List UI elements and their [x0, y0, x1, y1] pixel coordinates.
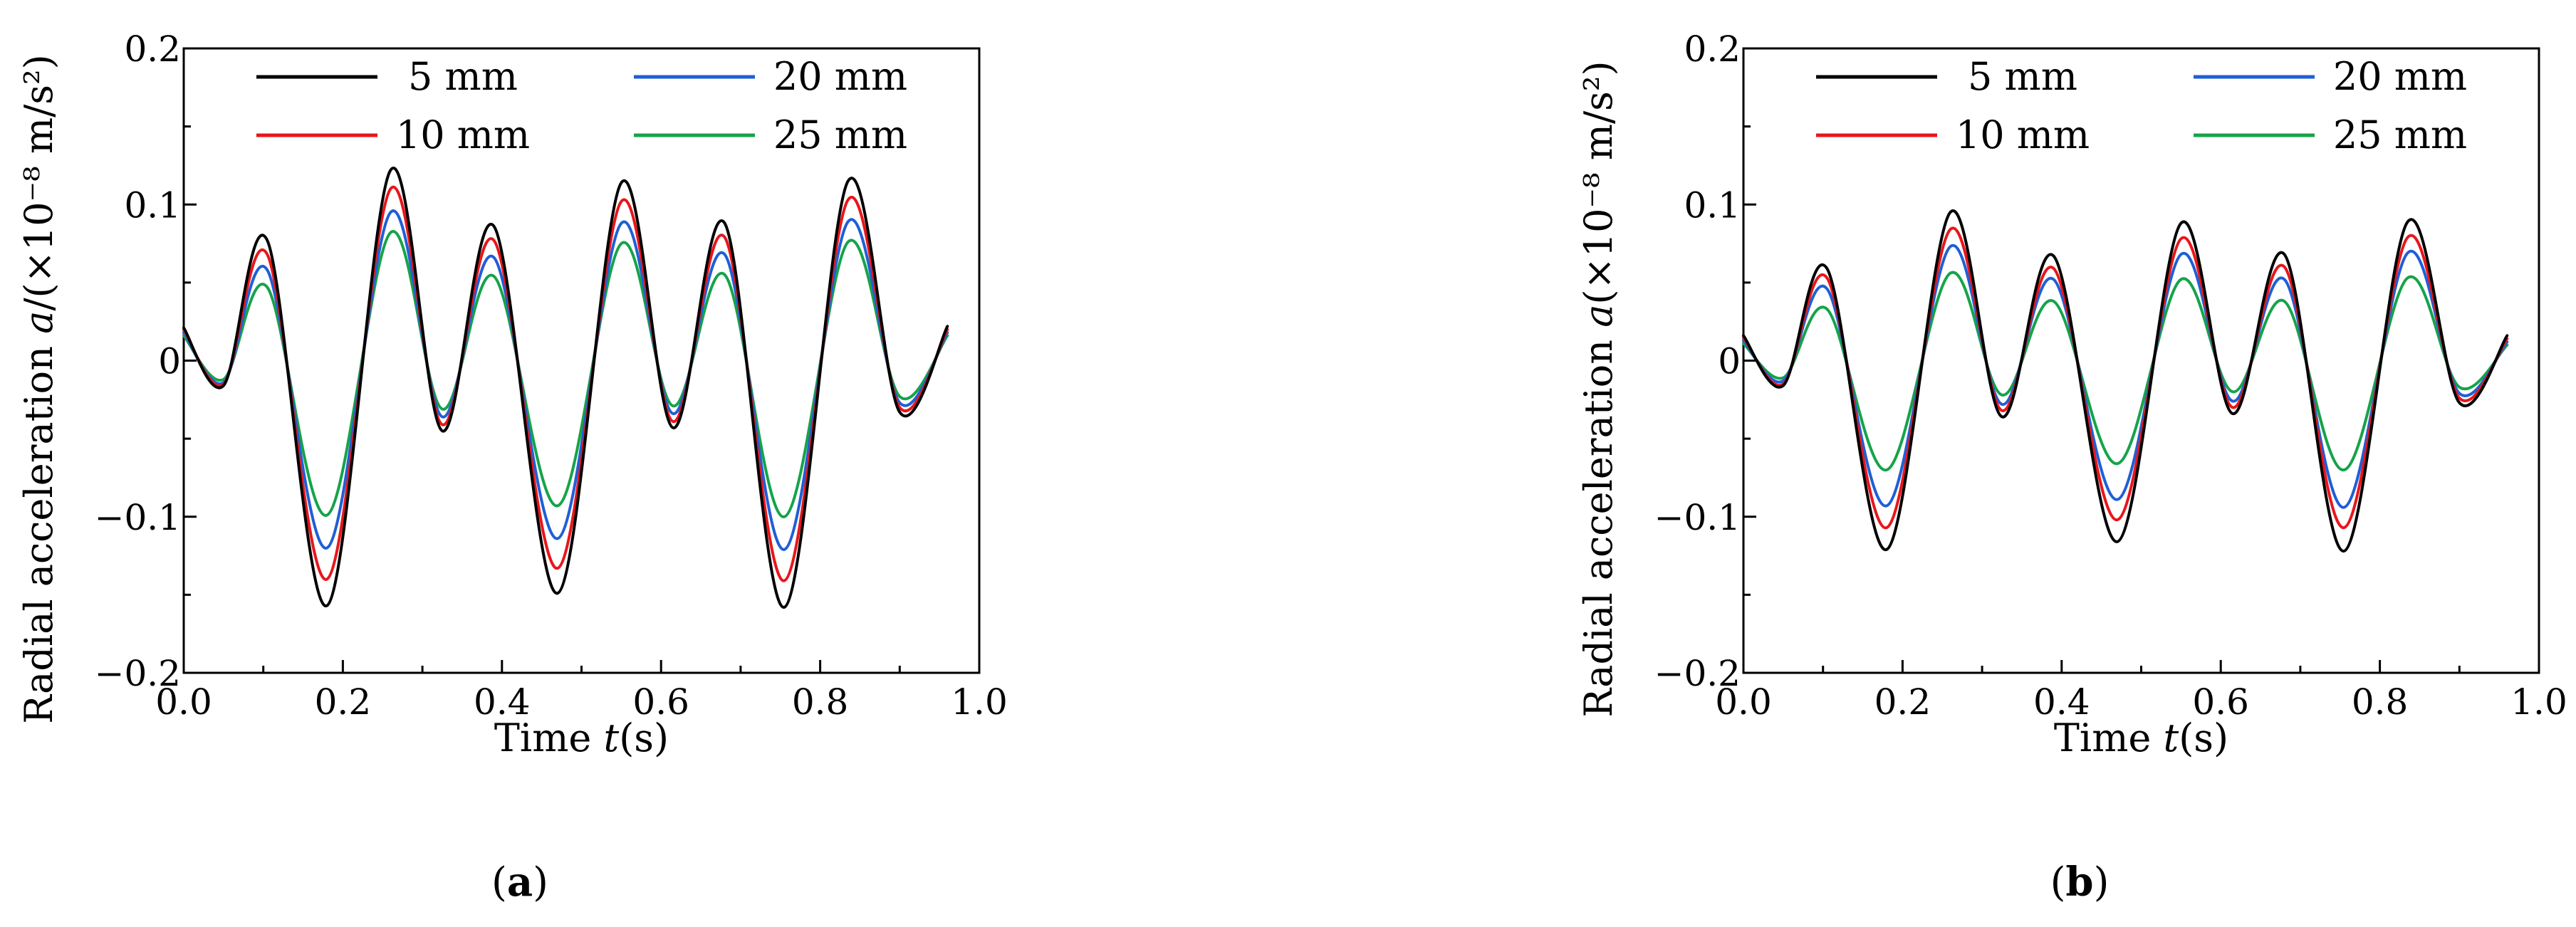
series-line-25mm: [1742, 271, 2509, 472]
y-tick-label: 0.1: [124, 184, 181, 226]
x-tick-label: 0.4: [474, 681, 531, 723]
legend-label: 5 mm: [408, 54, 518, 99]
y-tick-label: −0.2: [95, 653, 181, 694]
panel-label: (b): [2050, 859, 2110, 906]
legend-label: 10 mm: [396, 112, 530, 157]
legend-label: 20 mm: [2333, 54, 2467, 99]
y-tick-label: 0.1: [1684, 184, 1741, 226]
series-line-5mm: [182, 167, 949, 609]
legend-label: 20 mm: [773, 54, 907, 99]
x-tick-label: 0.4: [2033, 681, 2090, 723]
x-tick-label: 0.0: [155, 681, 212, 723]
x-tick-label: 0.0: [1715, 681, 1772, 723]
x-axis-label: Time t(s): [494, 716, 669, 760]
y-tick-label: −0.2: [1654, 653, 1741, 694]
x-axis-label: Time t(s): [2054, 716, 2228, 760]
y-tick-label: 0.2: [1684, 28, 1741, 70]
x-tick-label: 0.2: [1874, 681, 1931, 723]
y-tick-label: 0: [158, 341, 181, 382]
y-axis-label: Radial acceleration a(×10⁻⁸ m/s²): [1576, 61, 1621, 717]
legend-label: 10 mm: [1956, 112, 2090, 157]
y-axis-label: Radial acceleration a/(×10⁻⁸ m/s²): [16, 54, 61, 723]
y-tick-label: −0.1: [95, 497, 181, 538]
panel-a: 0.0 0.2 0.4 0.6 0.8 1.0 −0.2 −0.1 0 0.1 0.2 Time t(…: [16, 28, 1008, 906]
panel-label: (a): [491, 859, 548, 906]
x-tick-label: 0.2: [315, 681, 372, 723]
x-tick-label: 1.0: [2510, 681, 2567, 723]
y-tick-label: 0: [1718, 341, 1741, 382]
x-tick-label: 0.8: [792, 681, 849, 723]
x-tick-label: 1.0: [951, 681, 1008, 723]
x-tick-label: 0.6: [632, 681, 689, 723]
legend-label: 25 mm: [773, 112, 907, 157]
x-tick-label: 0.8: [2352, 681, 2409, 723]
series-line-10mm: [1742, 226, 2509, 530]
panel-b: 0.0 0.2 0.4 0.6 0.8 1.0 −0.2 −0.1 0 0.1 0.2 Time t(…: [1576, 28, 2567, 906]
series-line-5mm: [1742, 209, 2509, 552]
y-tick-label: 0.2: [124, 28, 181, 70]
legend-label: 25 mm: [2333, 112, 2467, 157]
y-tick-label: −0.1: [1654, 497, 1741, 538]
legend-label: 5 mm: [1968, 54, 2077, 99]
x-tick-label: 0.6: [2192, 681, 2249, 723]
